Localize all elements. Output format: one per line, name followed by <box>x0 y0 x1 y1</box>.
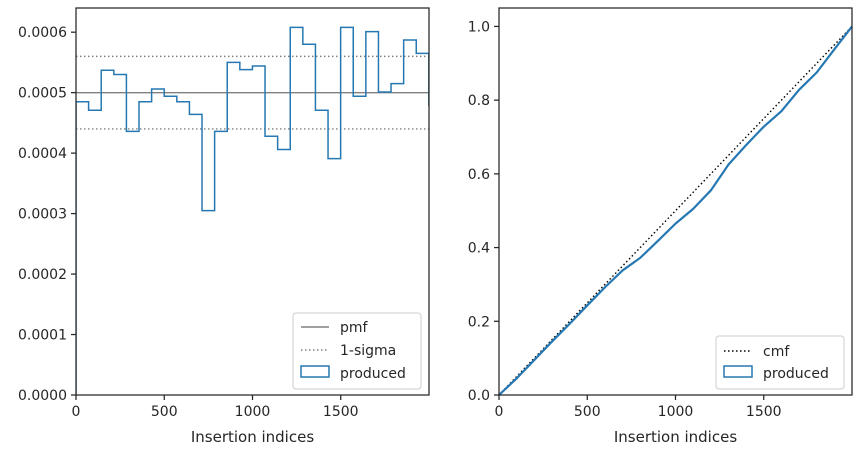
produced-step-series <box>76 26 429 395</box>
right-y-tick-label: 0.2 <box>468 314 490 330</box>
cmf-panel: 0 500 1000 1500 0.0 0.2 0.4 0.6 0.8 1.0 Insertion… <box>468 7 853 446</box>
right-x-tick-label: 500 <box>574 404 601 420</box>
right-y-tick-label: 0.8 <box>468 93 490 109</box>
left-x-tick-label: 1500 <box>323 404 359 420</box>
legend-cmf-label: cmf <box>763 344 790 360</box>
left-y-tick-label: 0.0003 <box>18 207 67 223</box>
right-y-tick-label: 0.4 <box>468 241 490 257</box>
left-legend-box <box>292 312 422 390</box>
legend-pmf-label: pmf <box>340 320 369 336</box>
left-legend: pmf 1-sigma produced <box>292 312 422 390</box>
legend-produced-label: produced <box>340 366 406 382</box>
legend-sigma-label: 1-sigma <box>340 343 396 359</box>
left-y-tick-label: 0.0006 <box>18 25 67 41</box>
cmf-line <box>498 25 853 396</box>
legend-produced-swatch <box>300 365 330 378</box>
left-y-tick-label: 0.0005 <box>18 86 67 102</box>
left-x-tick-label: 1000 <box>235 404 271 420</box>
produced-cumulative-series <box>498 25 853 396</box>
right-y-tick-label: 0.0 <box>468 388 490 404</box>
left-x-tick-label: 0 <box>72 404 81 420</box>
right-y-tick-label: 1.0 <box>468 19 490 35</box>
pmf-histogram-panel: 0 500 1000 1500 0.0000 0.0001 0.0002 0.0003 0.00… <box>18 7 430 446</box>
left-x-tick-label: 500 <box>151 404 178 420</box>
right-x-tick-label: 1000 <box>658 404 694 420</box>
right-x-tick-label: 1500 <box>746 404 782 420</box>
right-legend-box <box>715 335 845 390</box>
left-tick-group: 0 500 1000 1500 0.0000 0.0001 0.0002 0.0003 0.00… <box>18 25 359 420</box>
legend-produced-label-right: produced <box>763 366 829 382</box>
left-plot-marks <box>76 26 429 395</box>
right-x-tick-label: 0 <box>495 404 504 420</box>
left-y-tick-label: 0.0004 <box>18 146 67 162</box>
left-y-tick-label: 0.0001 <box>18 328 67 344</box>
right-tick-group: 0 500 1000 1500 0.0 0.2 0.4 0.6 0.8 1.0 <box>468 19 782 420</box>
right-y-tick-label: 0.6 <box>468 167 490 183</box>
left-x-axis-label: Insertion indices <box>191 428 314 446</box>
right-legend: cmf produced <box>715 335 845 390</box>
left-y-tick-label: 0.0002 <box>18 267 67 283</box>
right-x-axis-label: Insertion indices <box>614 428 737 446</box>
legend-produced-swatch-right <box>723 365 753 378</box>
left-y-tick-label: 0.0000 <box>18 388 67 404</box>
right-plot-marks <box>498 25 853 396</box>
